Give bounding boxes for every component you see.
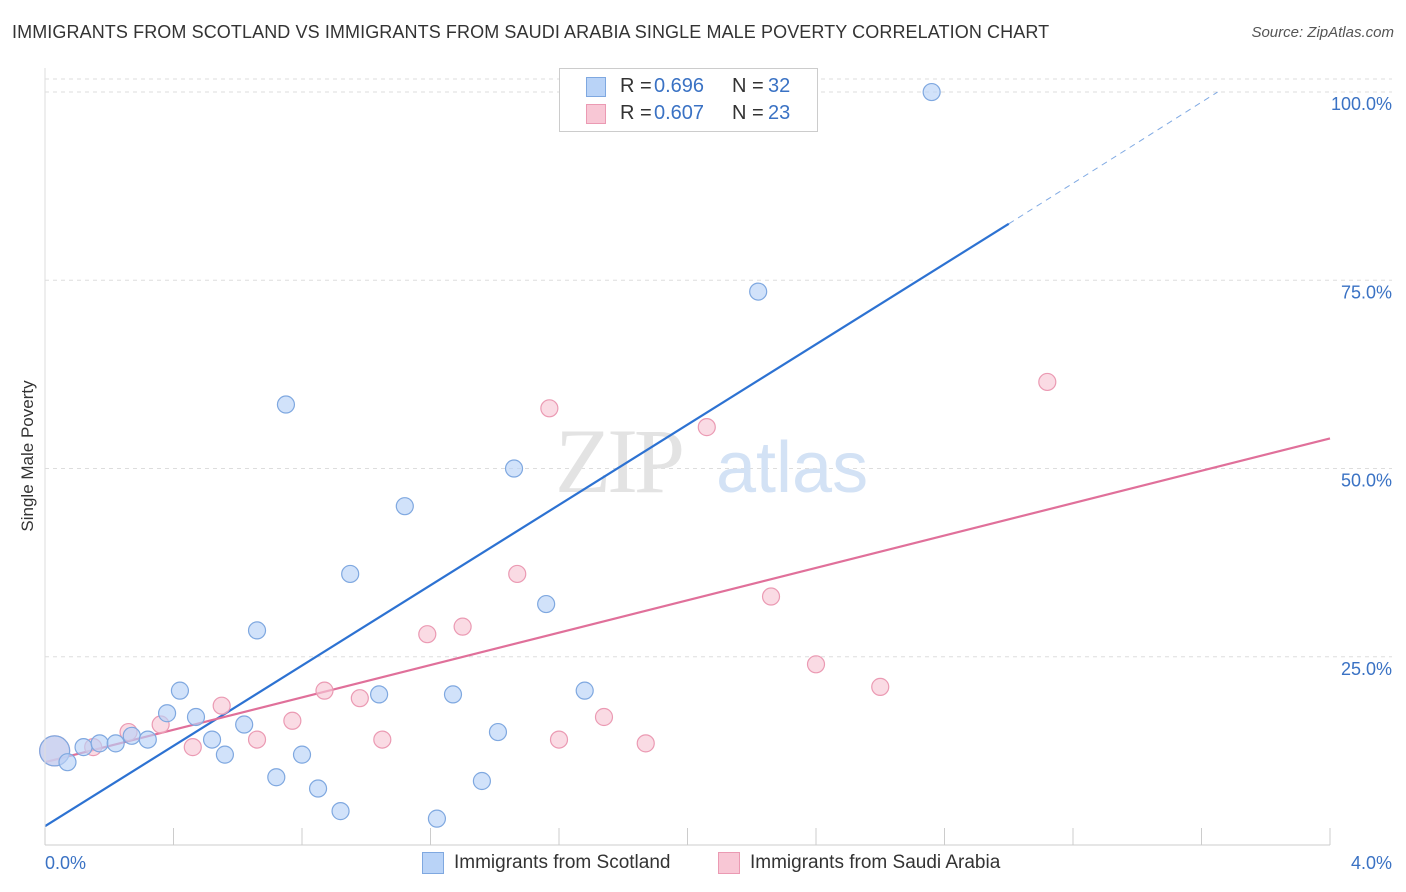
- saudi-point: [283, 711, 302, 730]
- scotland-point: [395, 497, 414, 516]
- saudi-point: [508, 564, 527, 584]
- saudi-trend-line: [44, 437, 1331, 764]
- saudi-point: [373, 730, 392, 749]
- scotland-point: [308, 779, 328, 798]
- saudi-point: [212, 696, 231, 715]
- scotland-point: [215, 745, 234, 764]
- n-label: N =: [732, 102, 764, 124]
- scotland-point: [488, 722, 508, 742]
- saudi-point: [315, 681, 334, 700]
- scotland-point: [170, 681, 190, 700]
- saudi-point: [549, 730, 569, 749]
- r-value: 0.607: [654, 102, 705, 124]
- scotland-point: [74, 738, 93, 757]
- saudi-point: [761, 587, 781, 606]
- scotland-trend-line: [44, 222, 1010, 828]
- saudi-point: [540, 399, 559, 418]
- saudi-point: [350, 689, 369, 708]
- scotland-point: [235, 715, 254, 734]
- scotland-point: [186, 707, 206, 727]
- scotland-point: [575, 681, 594, 700]
- scotland-point: [106, 734, 125, 753]
- y-tick-label: 25.0%: [1341, 659, 1392, 679]
- x-tick-label: 4.0%: [1351, 853, 1392, 873]
- scotland-point: [427, 809, 447, 828]
- x-tick-label: 0.0%: [45, 853, 86, 873]
- y-tick-label: 50.0%: [1341, 471, 1392, 491]
- scotland-legend-label: Immigrants from Scotland: [454, 852, 671, 873]
- scotland-trend-extension: [1008, 91, 1218, 225]
- correlation-legend: R = 0.696 N = 32 R = 0.607 N = 23: [559, 68, 818, 132]
- r-value: 0.696: [654, 75, 705, 97]
- n-label: N =: [732, 75, 764, 97]
- r-label: R =: [620, 102, 652, 124]
- watermark-atlas: atlas: [716, 428, 868, 508]
- saudi-point: [418, 625, 437, 644]
- chart-title: IMMIGRANTS FROM SCOTLAND VS IMMIGRANTS F…: [12, 22, 1050, 42]
- scotland-point: [749, 282, 768, 301]
- saudi-point: [806, 655, 826, 674]
- scotland-swatch: [586, 77, 606, 97]
- y-tick-label: 100.0%: [1331, 94, 1392, 114]
- saudi-point: [453, 617, 472, 636]
- scotland-point: [341, 564, 360, 584]
- r-label: R =: [620, 75, 652, 97]
- scotland-point: [443, 685, 463, 704]
- n-value: 23: [768, 102, 791, 124]
- scotland-point: [90, 734, 109, 753]
- scotland-point: [537, 594, 556, 614]
- scotland-point: [138, 730, 157, 749]
- saudi-point: [247, 730, 267, 749]
- scotland-point: [202, 730, 222, 749]
- scotland-point: [276, 395, 296, 414]
- scotland-point: [247, 621, 267, 640]
- saudi-legend-label: Immigrants from Saudi Arabia: [750, 852, 1001, 873]
- scotland-legend-swatch: [422, 852, 444, 874]
- saudi-swatch: [586, 104, 606, 124]
- saudi-point: [697, 418, 716, 437]
- saudi-point: [871, 677, 890, 696]
- scotland-point: [504, 459, 524, 478]
- scotland-point: [331, 802, 350, 821]
- scotland-point: [472, 771, 491, 791]
- saudi-point: [183, 738, 202, 757]
- scotland-point: [267, 768, 286, 787]
- n-value: 32: [768, 75, 791, 97]
- scotland-point: [922, 82, 941, 102]
- scotland-point: [157, 704, 177, 723]
- saudi-point: [636, 734, 655, 753]
- scotland-point: [58, 753, 77, 772]
- scotland-point: [122, 726, 141, 745]
- saudi-point: [1038, 372, 1057, 392]
- y-tick-label: 75.0%: [1341, 282, 1392, 302]
- saudi-legend-swatch: [718, 852, 740, 874]
- source-label: Source: ZipAtlas.com: [1251, 24, 1394, 41]
- y-axis-label: Single Male Poverty: [18, 380, 37, 532]
- saudi-point: [594, 707, 614, 727]
- scotland-point: [370, 685, 389, 704]
- scotland-point: [292, 745, 312, 764]
